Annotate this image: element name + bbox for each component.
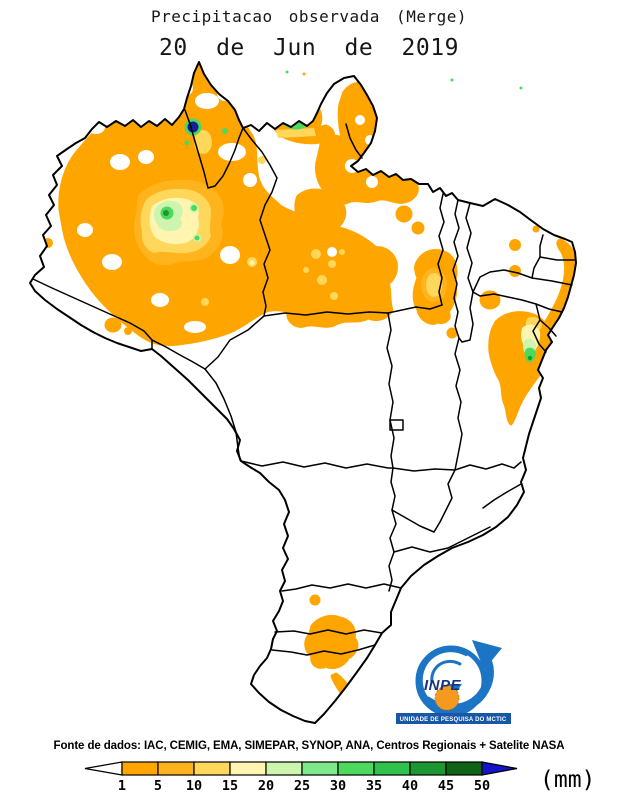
legend-tick-label: 10: [186, 778, 202, 794]
legend-ticks: 1 5 10 15 20 25 30 35 40 45 50: [118, 778, 490, 794]
legend-segment: [193, 761, 231, 776]
legend-segment: [373, 761, 411, 776]
data-source-line: Fonte de dados: IAC, CEMIG, EMA, SIMEPAR…: [53, 740, 565, 752]
inpe-logo: INPE UNIDADE DE PESQUISA DO MCTIC: [396, 640, 511, 724]
legend-tick-label: 15: [222, 778, 238, 794]
legend-segment: [337, 761, 375, 776]
legend-overflow-arrow: [481, 761, 518, 776]
legend-tick-label: 20: [258, 778, 274, 794]
legend-unit: (mm): [540, 767, 595, 793]
legend-tick-label: 25: [294, 778, 310, 794]
legend-segment: [121, 761, 159, 776]
logo-globe: [434, 685, 460, 711]
offshore-specks: [285, 70, 523, 90]
legend-tick-label: 30: [330, 778, 346, 794]
page-subtitle-date: 20 de Jun de 2019: [159, 35, 459, 61]
legend-segment: [409, 761, 447, 776]
legend-segment: [229, 761, 267, 776]
legend-segment: [445, 761, 483, 776]
state-borders: [32, 109, 575, 656]
legend-tick-label: 1: [118, 778, 126, 794]
page-title: Precipitacao observada (Merge): [151, 7, 467, 26]
legend-tick-label: 40: [402, 778, 418, 794]
precip-40-45: [163, 210, 533, 361]
logo-swirl-inner: [430, 659, 462, 684]
brazil-map: INPE UNIDADE DE PESQUISA DO MCTIC: [29, 61, 577, 724]
legend-segment: [157, 761, 195, 776]
legend-tick-label: 5: [154, 778, 162, 794]
logo-banner-text: UNIDADE DE PESQUISA DO MCTIC: [400, 717, 507, 723]
brazil-outline: [29, 61, 577, 724]
logo-arrow-head: [472, 640, 502, 670]
logo-acronym: INPE: [424, 677, 462, 694]
color-scale-legend: 1 5 10 15 20 25 30 35 40 45 50 (mm): [84, 761, 595, 794]
legend-underflow-arrow: [84, 761, 123, 776]
legend-segment: [265, 761, 303, 776]
legend-tick-label: 45: [438, 778, 454, 794]
legend-segment: [301, 761, 339, 776]
legend-segments: [121, 761, 483, 776]
legend-tick-label: 35: [366, 778, 382, 794]
logo-banner: [396, 713, 511, 724]
precipitation-layer: [31, 62, 576, 719]
legend-tick-label: 50: [474, 778, 490, 794]
